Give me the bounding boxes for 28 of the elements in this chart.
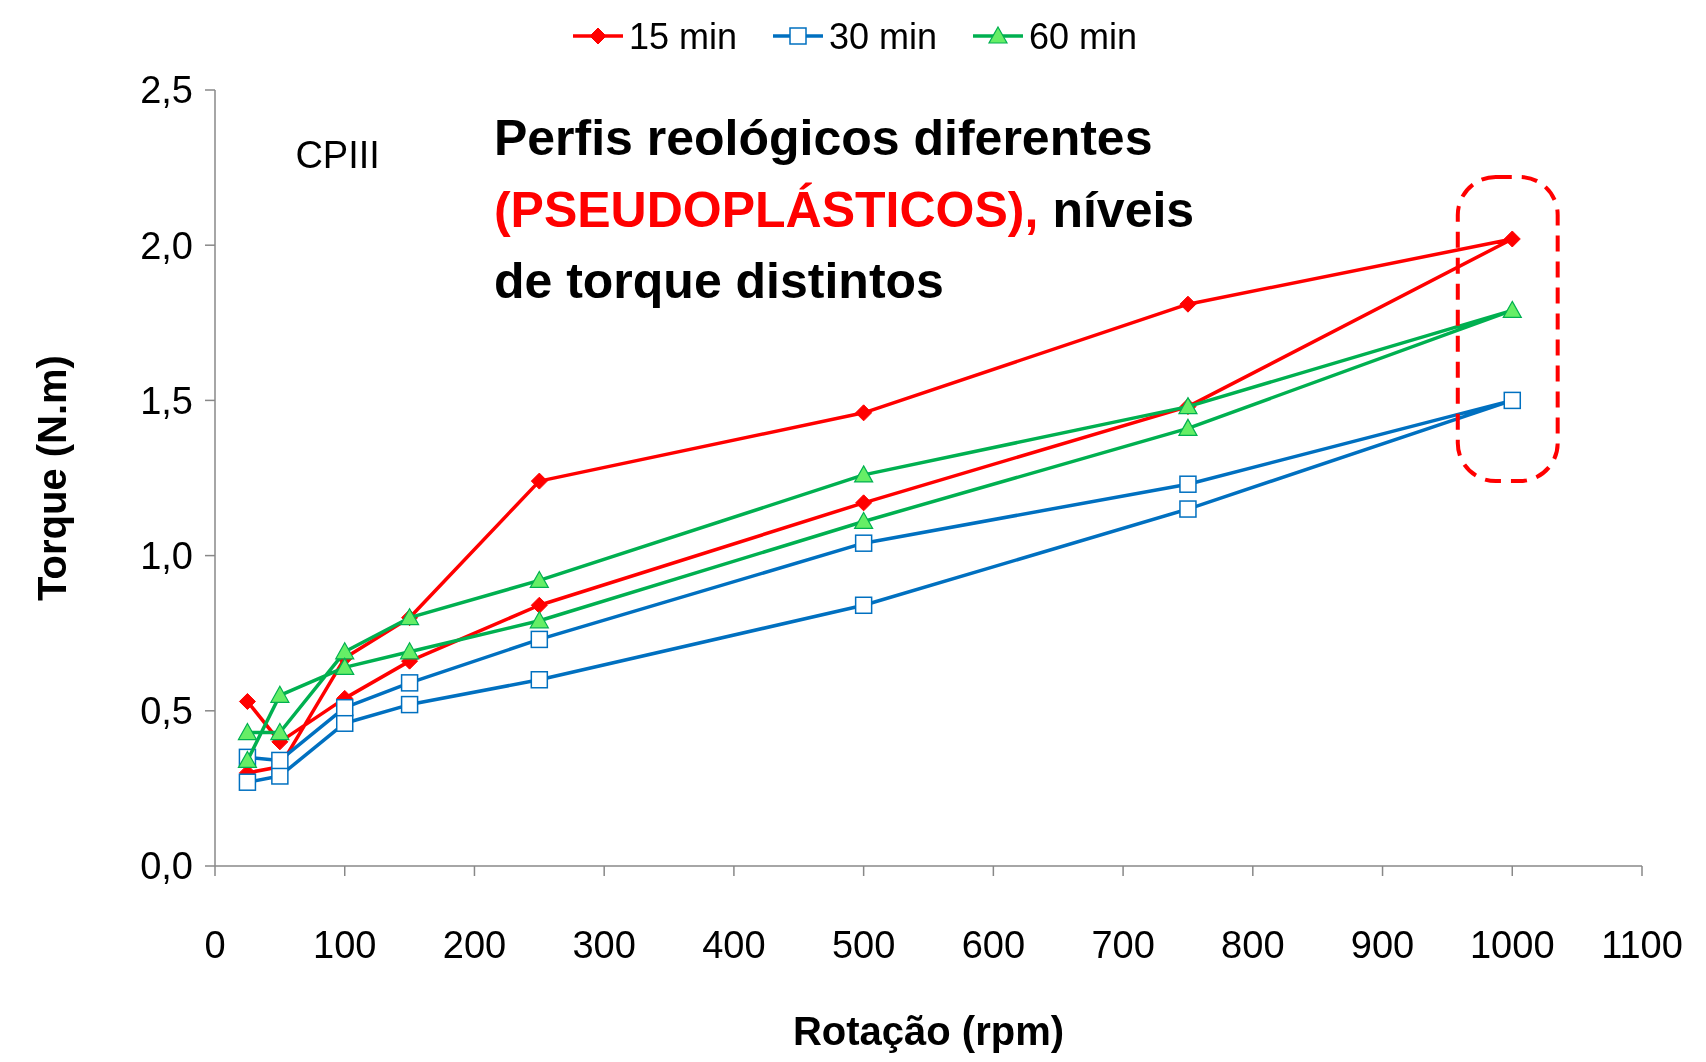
annotation: (PSEUDOPLÁSTICOS), bbox=[493, 181, 1039, 238]
legend-label: 30 min bbox=[829, 15, 938, 57]
y-tick-label: 1,5 bbox=[140, 379, 193, 422]
y-axis-title: Torque (N.m) bbox=[30, 355, 74, 601]
y-tick-label: 1,0 bbox=[140, 534, 193, 577]
x-tick-label: 500 bbox=[831, 924, 896, 966]
annotation: níveis bbox=[1052, 181, 1195, 238]
y-tick-label: 2,5 bbox=[140, 69, 193, 112]
annotation: de torque distintos bbox=[493, 252, 944, 309]
y-tick-label: 0,5 bbox=[140, 690, 193, 733]
legend-label: 60 min bbox=[1029, 15, 1138, 57]
x-tick-label: 1100 bbox=[1601, 924, 1683, 966]
x-axis-title: Rotação (rpm) bbox=[792, 1009, 1065, 1053]
x-tick-label: 400 bbox=[702, 924, 766, 966]
x-tick-label: 200 bbox=[442, 924, 507, 966]
x-tick-label: 800 bbox=[1221, 924, 1285, 966]
x-tick-label: 300 bbox=[572, 924, 636, 966]
x-tick-label: 700 bbox=[1091, 924, 1155, 966]
annotation: Perfis reológicos diferentes bbox=[493, 110, 1153, 167]
x-tick-label: 1000 bbox=[1470, 924, 1555, 966]
x-tick-label: 0 bbox=[204, 924, 226, 966]
y-tick-label: 0,0 bbox=[140, 845, 193, 888]
y-tick-label: 2,0 bbox=[140, 224, 193, 267]
x-tick-label: 900 bbox=[1350, 924, 1415, 966]
x-tick-label: 100 bbox=[313, 924, 377, 966]
legend-label: 15 min bbox=[629, 15, 738, 57]
annotation: CPIII bbox=[295, 133, 380, 176]
x-tick-label: 600 bbox=[961, 924, 1026, 966]
